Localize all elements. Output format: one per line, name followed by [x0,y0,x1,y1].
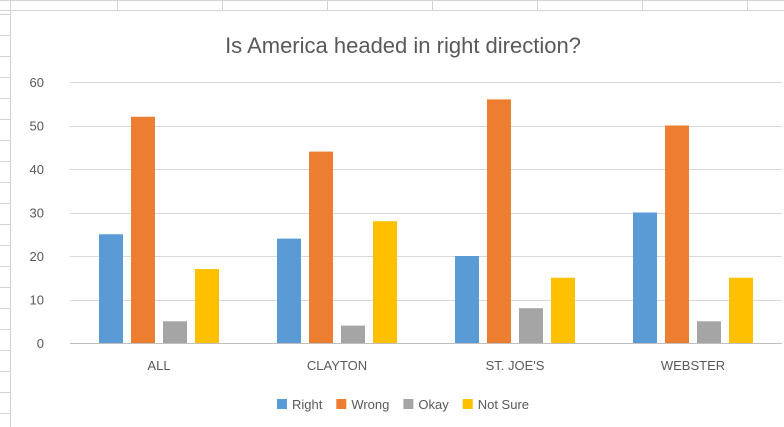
bar-wrong-2[interactable] [487,99,511,344]
bar-not-sure-2[interactable] [551,277,575,343]
chart-title: Is America headed in right direction? [225,33,581,58]
bar-right-3[interactable] [633,212,657,344]
bar-not-sure-3[interactable] [729,277,753,343]
legend-item-okay[interactable]: Okay [403,397,449,412]
bar-wrong-3[interactable] [665,125,689,344]
y-tick-label: 30 [30,206,44,221]
bar-wrong-1[interactable] [309,151,333,343]
legend-swatch [403,399,414,409]
chart-area[interactable]: Is America headed in right direction? 0 1… [12,11,784,427]
y-tick-label: 60 [30,75,44,90]
bar-not-sure-0[interactable] [195,269,219,343]
legend-swatch [336,399,347,409]
y-tick-label: 10 [30,293,44,308]
gridlines [70,82,782,344]
x-tick-label: ST. JOE'S [486,358,545,373]
bar-right-0[interactable] [99,234,123,343]
bars [99,99,753,344]
legend-label: Not Sure [478,397,529,412]
legend-label: Okay [418,397,449,412]
legend-swatch [462,399,473,409]
bar-right-1[interactable] [277,238,301,343]
legend-label: Wrong [351,397,389,412]
x-tick-label: WEBSTER [661,358,725,373]
x-tick-label: CLAYTON [307,358,367,373]
y-tick-label: 40 [30,162,44,177]
bar-chart: Is America headed in right direction? 0 1… [30,33,782,412]
bar-not-sure-1[interactable] [373,221,397,343]
legend-item-right[interactable]: Right [276,397,323,412]
x-tick-label: ALL [147,358,170,373]
legend: Right Wrong Okay Not Sure [276,397,529,412]
bar-okay-0[interactable] [163,321,187,343]
bar-right-2[interactable] [455,256,479,343]
x-axis-ticks: ALL CLAYTON ST. JOE'S WEBSTER [147,358,725,373]
y-tick-label: 50 [30,119,44,134]
legend-item-not-sure[interactable]: Not Sure [462,397,529,412]
legend-swatch [276,399,287,409]
legend-item-wrong[interactable]: Wrong [336,397,389,412]
y-tick-label: 20 [30,249,44,264]
y-axis-ticks: 0 10 20 30 40 50 60 [30,75,44,351]
bar-okay-3[interactable] [697,321,721,343]
y-tick-label: 0 [37,336,44,351]
legend-label: Right [292,397,323,412]
bar-okay-1[interactable] [341,325,365,343]
bar-wrong-0[interactable] [131,116,155,343]
bar-okay-2[interactable] [519,308,543,343]
